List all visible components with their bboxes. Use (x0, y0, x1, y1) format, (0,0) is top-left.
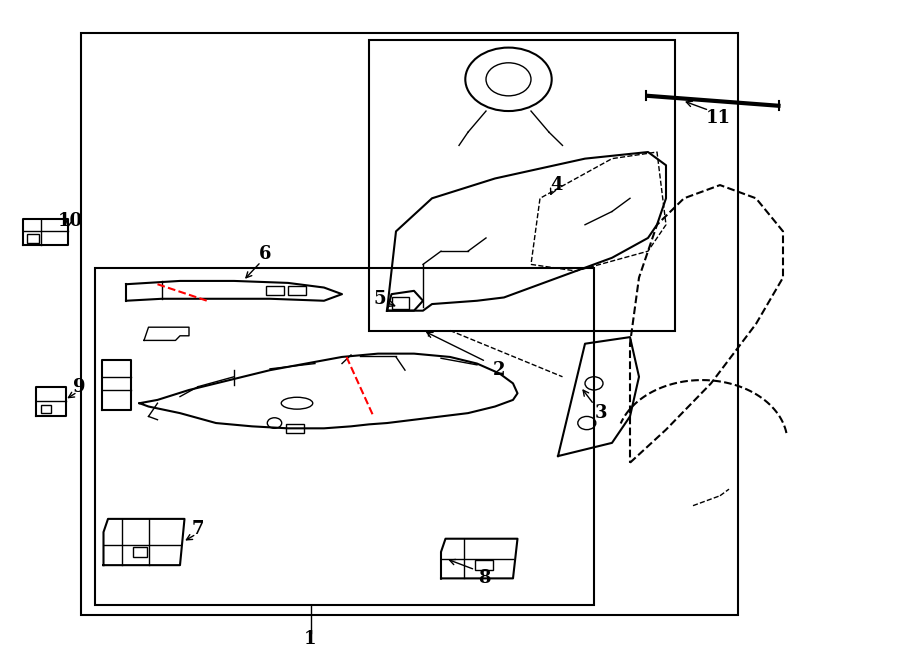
Bar (286, 424, 304, 433)
Text: 8: 8 (478, 569, 491, 588)
Bar (475, 560, 493, 570)
Text: 9: 9 (73, 377, 86, 396)
Bar (392, 297, 409, 309)
Bar (369, 40, 675, 330)
Text: 6: 6 (259, 245, 272, 264)
Text: 7: 7 (192, 520, 204, 538)
Text: 2: 2 (493, 361, 506, 379)
Text: 3: 3 (595, 404, 608, 422)
Text: 10: 10 (58, 212, 83, 231)
Bar (40, 405, 51, 413)
Bar (288, 286, 306, 295)
Bar (81, 33, 738, 615)
Text: 11: 11 (706, 108, 731, 127)
Text: 5: 5 (374, 290, 386, 308)
Text: 1: 1 (304, 630, 317, 648)
Bar (27, 234, 39, 243)
Bar (133, 547, 147, 557)
Bar (266, 286, 284, 295)
Bar (94, 268, 594, 605)
Text: 4: 4 (550, 176, 562, 194)
